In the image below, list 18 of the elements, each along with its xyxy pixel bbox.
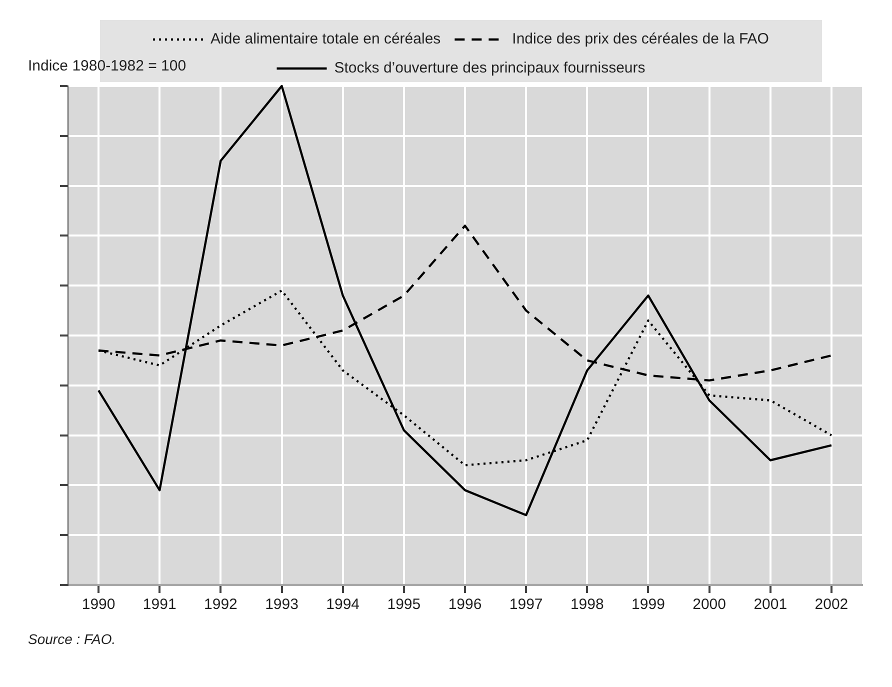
x-tick-label: 1994 xyxy=(326,596,360,614)
x-tick-label: 1998 xyxy=(570,596,604,614)
legend-label: Aide alimentaire totale en céréales xyxy=(210,30,441,48)
x-tick-label: 1991 xyxy=(142,596,176,614)
x-tick-label: 1995 xyxy=(387,596,421,614)
x-tick-label: 2000 xyxy=(692,596,726,614)
x-tick-label: 1992 xyxy=(204,596,238,614)
x-tick-label: 1997 xyxy=(509,596,543,614)
legend-label: Indice des prix des céréales de la FAO xyxy=(512,30,769,48)
x-tick-label: 1999 xyxy=(632,596,665,614)
x-tick-label: 1990 xyxy=(82,596,116,614)
x-tick-label: 2001 xyxy=(754,596,788,614)
y-axis-title: Indice 1980-1982 = 100 xyxy=(28,58,186,75)
legend-label: Stocks d’ouverture des principaux fournisseurs xyxy=(334,60,646,77)
x-tick-label: 1993 xyxy=(265,596,298,614)
x-tick-label: 2002 xyxy=(814,596,848,614)
x-tick-label: 1996 xyxy=(448,596,482,614)
source-note: Source : FAO. xyxy=(28,630,116,647)
